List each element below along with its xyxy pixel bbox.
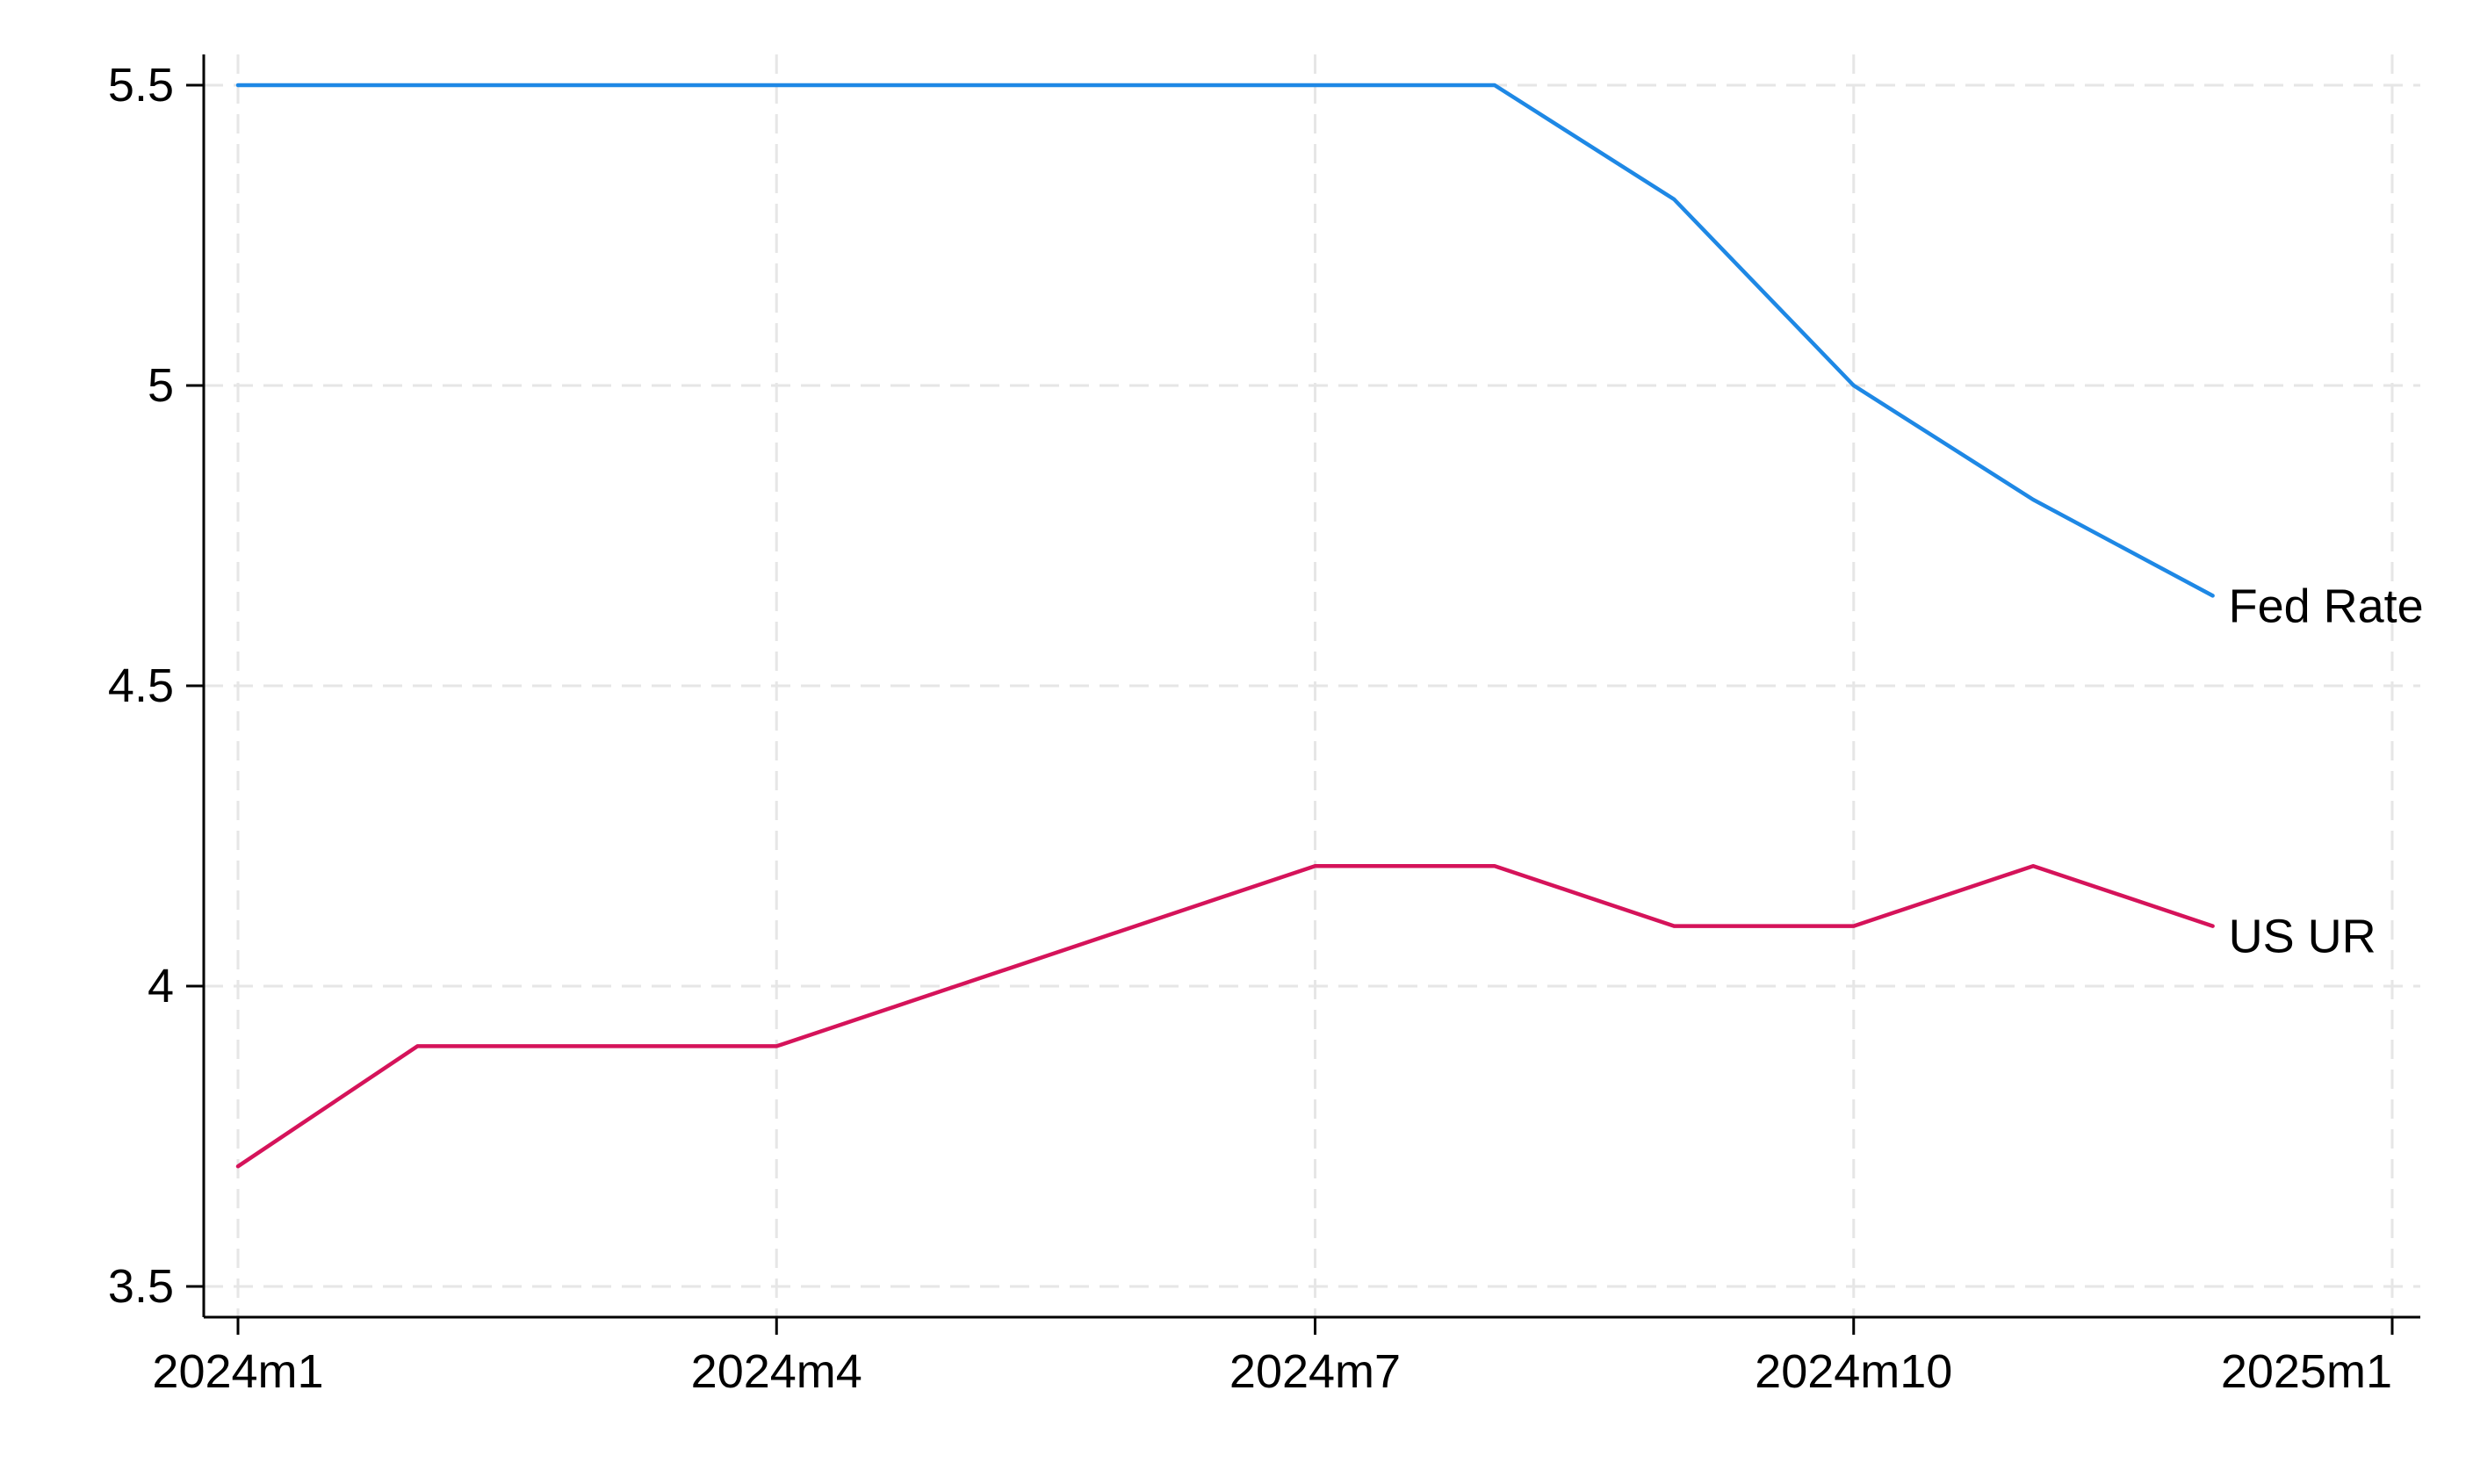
x-tick-label: 2024m7 [1229,1345,1401,1398]
series-label-fed-rate: Fed Rate [2229,580,2424,632]
series-line-us-ur [235,863,2215,1169]
y-tick-label: 5 [148,359,174,412]
x-tick-label: 2024m1 [152,1345,323,1398]
y-tick-label: 3.5 [108,1260,174,1313]
y-tick-label: 5.5 [108,59,174,112]
series-label-us-ur: US UR [2229,911,2376,963]
grid-lines [204,54,2420,1317]
x-tick-label: 2024m10 [1755,1345,1952,1398]
y-tick-label: 4.5 [108,659,174,712]
labels: 3.5 4 4.5 5 5.5 2024m1 2024m4 2024m7 2024m10 2025… [108,59,2424,1398]
x-tick-label: 2024m4 [691,1345,862,1398]
y-tick-label: 4 [148,960,174,1012]
axes [186,54,2420,1335]
series-lines [235,83,2215,1169]
x-tick-label: 2025m1 [2221,1345,2392,1398]
series-line-fed-rate [235,83,2215,598]
